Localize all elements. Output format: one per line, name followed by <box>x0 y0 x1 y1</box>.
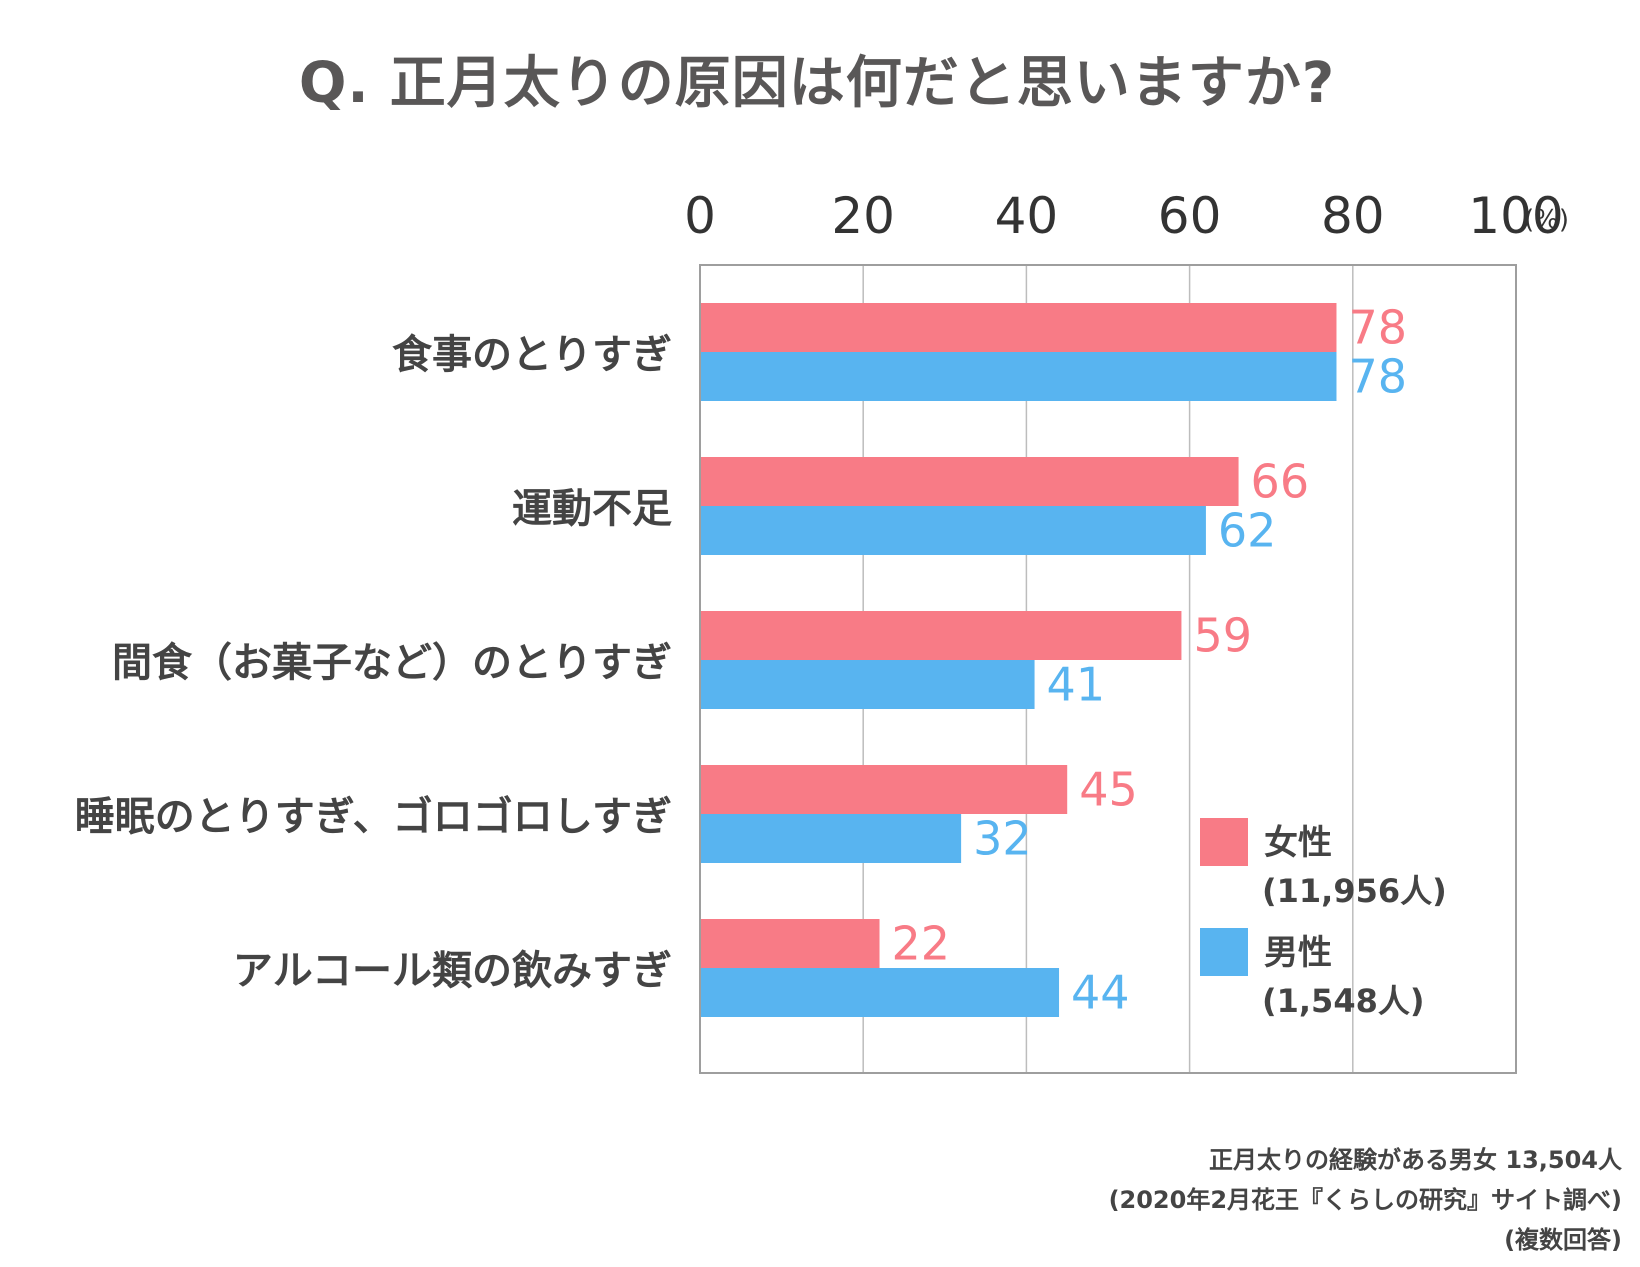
bar-male-4 <box>700 968 1060 1017</box>
category-label-4: アルコール類の飲みすぎ <box>233 948 672 994</box>
chart-title: Q. 正月太りの原因は何だと思いますか? <box>0 38 1640 121</box>
data-label-male-2: 41 <box>1047 658 1106 712</box>
legend-label-male: 男性 <box>1264 933 1332 973</box>
x-tick-label-60: 60 <box>1158 187 1222 245</box>
x-tick-label-40: 40 <box>995 187 1059 245</box>
bar-male-2 <box>700 660 1035 709</box>
footnote: 正月太りの経験がある男女 13,504人 (2020年2月花王『くらしの研究』サ… <box>1109 1140 1622 1260</box>
legend-label-female: 女性 <box>1264 823 1332 863</box>
bar-female-2 <box>700 611 1182 660</box>
plot-frame <box>699 264 1517 1074</box>
legend-sublabel-male: (1,548人) <box>1262 982 1424 1020</box>
legend: 女性 (11,956人) 男性 (1,548人) <box>1200 818 1447 1020</box>
legend-sublabel-female: (11,956人) <box>1262 872 1447 910</box>
x-axis-ticks: 0 20 40 60 80 100(%) <box>684 187 1569 245</box>
data-label-male-4: 44 <box>1071 966 1130 1020</box>
data-label-male-3: 32 <box>973 812 1032 866</box>
legend-swatch-female <box>1200 818 1248 866</box>
x-tick-label-80: 80 <box>1321 187 1385 245</box>
bar-female-0 <box>700 303 1337 352</box>
x-tick-label-0: 0 <box>684 187 716 245</box>
category-label-0: 食事のとりすぎ <box>392 332 672 378</box>
bar-male-3 <box>700 814 962 863</box>
data-label-female-4: 22 <box>892 917 951 971</box>
footnote-line-2: (2020年2月花王『くらしの研究』サイト調べ) <box>1108 1186 1622 1214</box>
footnote-line-1: 正月太りの経験がある男女 13,504人 <box>1209 1146 1622 1174</box>
category-label-3: 睡眠のとりすぎ、ゴロゴロしすぎ <box>75 794 672 840</box>
data-label-female-0: 78 <box>1348 301 1407 355</box>
x-axis-unit: (%) <box>1524 205 1569 235</box>
bar-female-3 <box>700 765 1068 814</box>
data-label-female-3: 45 <box>1079 763 1138 817</box>
data-label-female-1: 66 <box>1251 455 1310 509</box>
question-text: 正月太りの原因は何だと思いますか? <box>383 38 1342 121</box>
data-label-male-0: 78 <box>1348 350 1407 404</box>
category-label-2: 間食（お菓子など）のとりすぎ <box>112 640 672 686</box>
footnote-line-3: (複数回答) <box>1504 1226 1622 1254</box>
legend-swatch-male <box>1200 928 1248 976</box>
bar-male-1 <box>700 506 1206 555</box>
data-label-male-1: 62 <box>1218 504 1277 558</box>
x-tick-label-20: 20 <box>831 187 895 245</box>
category-labels: 食事のとりすぎ運動不足間食（お菓子など）のとりすぎ睡眠のとりすぎ、ゴロゴロしすぎ… <box>75 332 672 994</box>
bar-female-4 <box>700 919 880 968</box>
x-tick-label-100: 100 <box>1468 187 1563 245</box>
category-label-1: 運動不足 <box>512 486 672 532</box>
question-prefix: Q. <box>298 51 370 116</box>
data-label-female-2: 59 <box>1193 609 1252 663</box>
bar-male-0 <box>700 352 1337 401</box>
bar-female-1 <box>700 457 1239 506</box>
